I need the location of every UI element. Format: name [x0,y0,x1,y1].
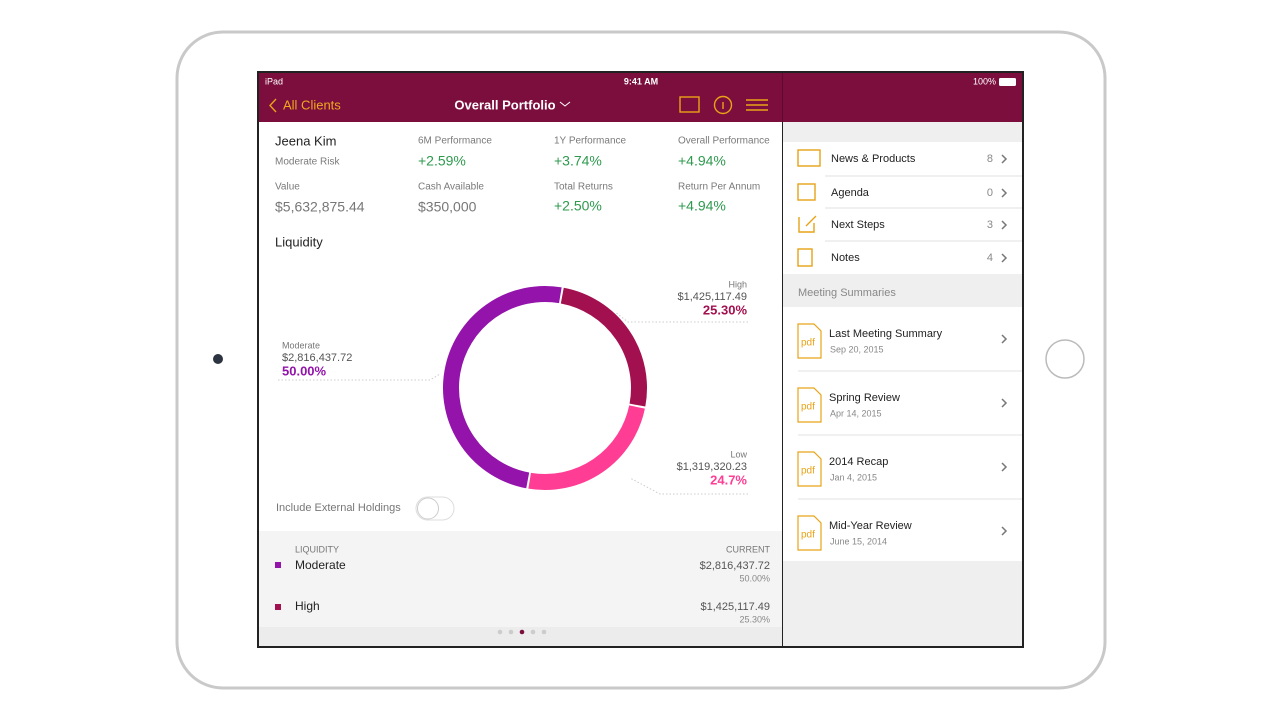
list-count: 8 [987,153,993,165]
toggle-knob[interactable] [417,497,439,520]
notes-icon [797,248,813,267]
table-cell: $2,816,437.72 [700,560,770,572]
metric-label: 6M Performance [418,136,492,147]
slice-name: Low [730,449,747,459]
slice-percent: 24.7% [710,472,747,487]
meeting-title[interactable]: Spring Review [829,392,900,404]
slice-name: Moderate [282,340,320,350]
news-icon [797,149,821,167]
chevron [1001,526,1008,536]
chart-title: Liquidity [275,234,323,249]
nav-bar [259,73,1022,122]
leader-lines [278,311,748,495]
legend-swatch [275,562,281,568]
donut-chart [443,286,647,490]
meeting-date: June 15, 2014 [830,536,887,546]
slice-name: High [728,279,747,289]
metric-value: +4.94% [678,153,726,169]
list-label[interactable]: Notes [831,252,860,264]
list-count: 3 [987,219,993,231]
table-header: CURRENT [726,544,771,554]
home-button[interactable] [1045,339,1085,379]
donut-segment [528,405,645,490]
page-indicator-bar [259,627,782,646]
title-dropdown[interactable] [559,101,571,107]
list-label[interactable]: Next Steps [831,219,885,231]
donut-segment [443,286,562,489]
meeting-title[interactable]: Mid-Year Review [829,520,912,532]
list-count: 0 [987,187,993,199]
chevron [1001,334,1008,344]
list-label[interactable]: News & Products [831,153,916,165]
metric-value: +2.59% [418,153,466,169]
chevrons [1001,154,1008,263]
pdf-icon [797,323,822,359]
device-label: iPad [265,76,283,86]
table-cell: 25.30% [739,614,770,624]
back-button[interactable]: All Clients [283,97,341,112]
toggle-label: Include External Holdings [276,502,401,514]
value: $5,632,875.44 [275,199,365,215]
client-name: Jeena Kim [275,133,336,148]
meeting-title[interactable]: 2014 Recap [829,456,888,468]
pdf-icon [797,387,822,423]
meeting-title[interactable]: Last Meeting Summary [829,328,943,340]
folder-icon[interactable] [679,96,700,113]
metric-value: +3.74% [554,153,602,169]
chevron [1001,398,1008,408]
slice-amount: $1,425,117.49 [677,291,747,303]
back-chevron[interactable] [269,98,277,113]
list-label[interactable]: Agenda [831,187,870,199]
donut-segment [560,287,647,407]
slice-percent: 50.00% [282,363,327,378]
info-icon[interactable] [713,95,733,115]
meeting-items: pdf Last Meeting Summary Sep 20, 2015 pdf Sp… [797,323,1022,551]
nav-title[interactable]: Overall Portfolio [454,97,555,112]
slice-amount: $1,319,320.23 [677,461,747,473]
metric-label: Total Returns [554,182,613,193]
metric-value: +4.94% [678,198,726,214]
battery-icon [999,78,1016,86]
section-header: Meeting Summaries [798,287,896,299]
page-dots[interactable] [497,629,547,635]
pdf-icon [797,451,822,487]
pdf-icon-label: pdf [801,466,815,477]
pdf-icon-label: pdf [801,402,815,413]
table-header: LIQUIDITY [295,544,339,554]
legend-swatch [275,604,281,610]
metric-label: Overall Performance [678,136,770,147]
risk-level: Moderate Risk [275,157,340,168]
list-count: 4 [987,252,993,264]
table-cell: 50.00% [739,573,770,583]
meeting-date: Jan 4, 2015 [830,472,877,482]
meeting-date: Sep 20, 2015 [830,344,884,354]
camera [213,354,223,364]
meeting-list [783,307,1022,561]
clock: 9:41 AM [624,76,658,86]
table-cell: $1,425,117.49 [700,601,770,613]
pdf-icon-label: pdf [801,530,815,541]
list-icon[interactable] [746,99,768,111]
metric-label: Return Per Annum [678,182,760,193]
table-cell: Moderate [295,558,346,572]
pdf-icon-label: pdf [801,338,815,349]
chevron [1001,462,1008,472]
pdf-icon [797,515,822,551]
metric-label: Cash Available [418,182,484,193]
table-cell: High [295,599,320,613]
separators [825,175,1022,242]
table-area [259,531,782,646]
slice-amount: $2,816,437.72 [282,352,352,364]
meeting-date: Apr 14, 2015 [830,408,882,418]
slice-percent: 25.30% [703,302,748,317]
value-label: Value [275,182,300,193]
next-steps-icon [798,215,817,233]
battery-percent: 100% [973,76,996,86]
metric-label: 1Y Performance [554,136,627,147]
metric-value: $350,000 [418,199,477,215]
agenda-icon [797,183,816,201]
metric-value: +2.50% [554,198,602,214]
